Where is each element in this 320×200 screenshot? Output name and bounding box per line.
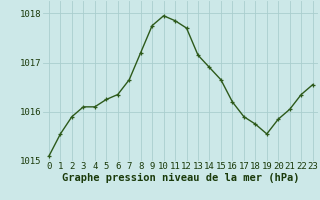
X-axis label: Graphe pression niveau de la mer (hPa): Graphe pression niveau de la mer (hPa) bbox=[62, 173, 300, 183]
